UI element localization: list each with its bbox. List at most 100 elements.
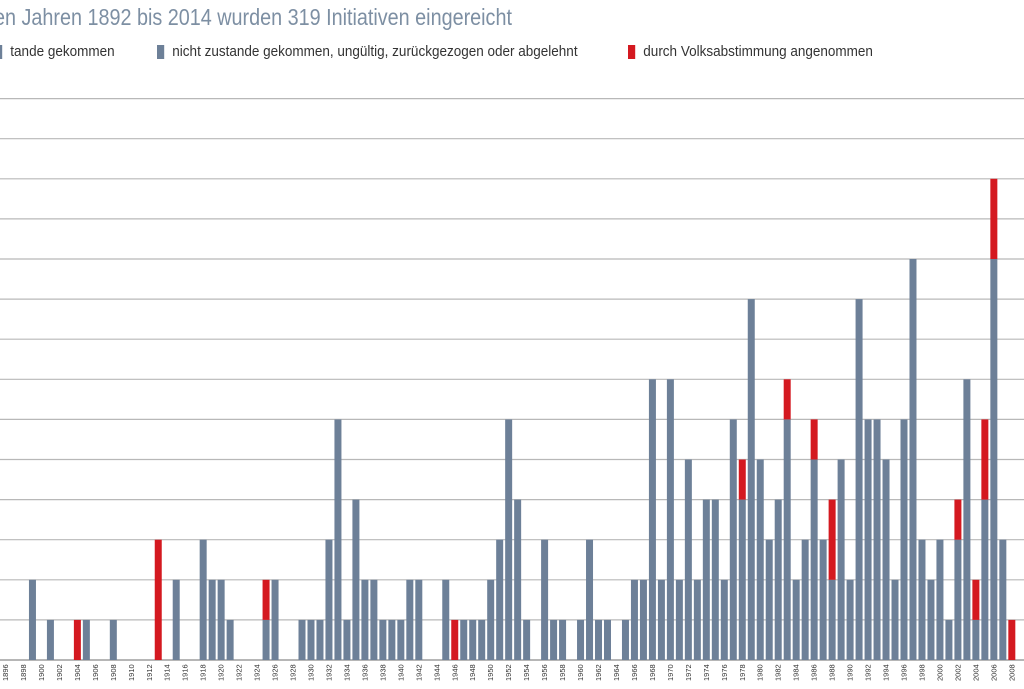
bar-nicht-angenommen-1985	[801, 539, 809, 660]
bar-nicht-angenommen-1952	[505, 419, 513, 660]
bar-nicht-angenommen-1982	[774, 499, 782, 660]
x-tick-label: 1974	[702, 664, 711, 681]
x-tick-label: 1908	[109, 664, 118, 681]
bars	[28, 178, 1016, 660]
x-tick-label: 1972	[684, 664, 693, 681]
legend-item-angenommen: durch Volksabstimmung angenommen	[628, 43, 873, 60]
x-tick-labels: 1896 1898 1900 1902 1904 1906 1908 1910 1912 1914…	[1, 664, 1016, 681]
bar-angenommen-1925	[262, 579, 270, 620]
x-tick-label: 1964	[612, 664, 621, 681]
bar-nicht-angenommen-1929	[298, 619, 306, 660]
bar-angenommen-2005	[981, 419, 989, 500]
x-tick-label: 1984	[792, 664, 801, 681]
bar-nicht-angenommen-1966	[630, 579, 638, 660]
bar-nicht-angenommen-1963	[603, 619, 611, 660]
bar-nicht-angenommen-1967	[639, 579, 647, 660]
x-tick-label: 1992	[864, 664, 873, 681]
x-tick-label: 1978	[738, 664, 747, 681]
x-tick-label: 1956	[540, 664, 549, 681]
legend-label: nicht zustande gekommen, ungültig, zurüc…	[172, 43, 578, 60]
x-tick-label: 1948	[468, 664, 477, 681]
x-tick-label: 2008	[1007, 664, 1016, 681]
x-tick-label: 1904	[73, 664, 82, 681]
bar-nicht-angenommen-1908	[109, 619, 117, 660]
x-tick-label: 1990	[846, 664, 855, 681]
bar-nicht-angenommen-1972	[684, 459, 692, 660]
bar-nicht-angenommen-2001	[945, 619, 953, 660]
bar-nicht-angenommen-1990	[846, 579, 854, 660]
bar-nicht-angenommen-1918	[199, 539, 207, 660]
bar-nicht-angenommen-1978	[738, 499, 746, 660]
bar-nicht-angenommen-1984	[792, 579, 800, 660]
x-tick-label: 2002	[953, 664, 962, 681]
bar-nicht-angenommen-1956	[541, 539, 549, 660]
x-tick-label: 1918	[199, 664, 208, 681]
bar-angenommen-2006	[990, 178, 998, 259]
legend-label: durch Volksabstimmung angenommen	[643, 43, 873, 60]
x-tick-label: 1940	[396, 664, 405, 681]
legend-swatch	[157, 44, 165, 59]
bar-angenommen-2004	[972, 579, 980, 620]
x-tick-label: 1958	[558, 664, 567, 681]
bar-nicht-angenommen-1905	[82, 619, 90, 660]
bar-nicht-angenommen-1920	[217, 579, 225, 660]
bar-nicht-angenommen-1975	[711, 499, 719, 660]
bar-nicht-angenommen-1937	[370, 579, 378, 660]
x-tick-label: 1936	[360, 664, 369, 681]
bar-nicht-angenommen-1968	[648, 379, 656, 660]
bar-nicht-angenommen-1930	[307, 619, 315, 660]
x-tick-label: 1930	[306, 664, 315, 681]
legend-swatch	[628, 44, 636, 59]
bar-nicht-angenommen-2006	[990, 259, 998, 660]
bar-nicht-angenommen-1953	[514, 499, 522, 660]
bar-angenommen-1986	[810, 419, 818, 460]
bar-nicht-angenommen-2007	[999, 539, 1007, 660]
x-tick-label: 1898	[19, 664, 28, 681]
bar-nicht-angenommen-2005	[981, 499, 989, 660]
bar-nicht-angenommen-1983	[783, 419, 791, 660]
bar-nicht-angenommen-1994	[882, 459, 890, 660]
bar-nicht-angenommen-1926	[271, 579, 279, 660]
bar-nicht-angenommen-2003	[963, 379, 971, 660]
bar-nicht-angenommen-1962	[595, 619, 603, 660]
bar-nicht-angenommen-2000	[936, 539, 944, 660]
bar-nicht-angenommen-1988	[828, 579, 836, 660]
bar-nicht-angenommen-1979	[747, 299, 755, 660]
legend-swatch	[0, 44, 3, 59]
bar-nicht-angenommen-1991	[855, 299, 863, 660]
x-tick-label: 1928	[289, 664, 298, 681]
x-tick-label: 1968	[648, 664, 657, 681]
x-tick-label: 1938	[378, 664, 387, 681]
x-tick-label: 1912	[145, 664, 154, 681]
x-tick-label: 1996	[900, 664, 909, 681]
bar-nicht-angenommen-1945	[442, 579, 450, 660]
x-tick-label: 1986	[810, 664, 819, 681]
bar-angenommen-1904	[73, 619, 81, 660]
bar-nicht-angenommen-1971	[675, 579, 683, 660]
bar-nicht-angenommen-1948	[469, 619, 477, 660]
x-tick-label: 1916	[181, 664, 190, 681]
bar-nicht-angenommen-1938	[379, 619, 387, 660]
bar-nicht-angenommen-1919	[208, 579, 216, 660]
x-tick-label: 1922	[235, 664, 244, 681]
bar-nicht-angenommen-1958	[559, 619, 567, 660]
bar-nicht-angenommen-1936	[361, 579, 369, 660]
bar-nicht-angenommen-1901	[46, 619, 54, 660]
x-tick-label: 2000	[935, 664, 944, 681]
bar-nicht-angenommen-1950	[487, 579, 495, 660]
bar-nicht-angenommen-1957	[550, 619, 558, 660]
x-tick-label: 1924	[253, 664, 262, 681]
x-tick-label: 2006	[989, 664, 998, 681]
bar-angenommen-2008	[1008, 619, 1016, 660]
bar-nicht-angenommen-1941	[406, 579, 414, 660]
chart-title: en Jahren 1892 bis 2014 wurden 319 Initi…	[0, 4, 512, 30]
x-tick-label: 1920	[217, 664, 226, 681]
x-tick-label: 1896	[1, 664, 10, 681]
x-tick-label: 2004	[971, 664, 980, 681]
bar-nicht-angenommen-1981	[765, 539, 773, 660]
x-tick-label: 1914	[163, 664, 172, 681]
bar-nicht-angenommen-1933	[334, 419, 342, 660]
bar-nicht-angenommen-1970	[666, 379, 674, 660]
